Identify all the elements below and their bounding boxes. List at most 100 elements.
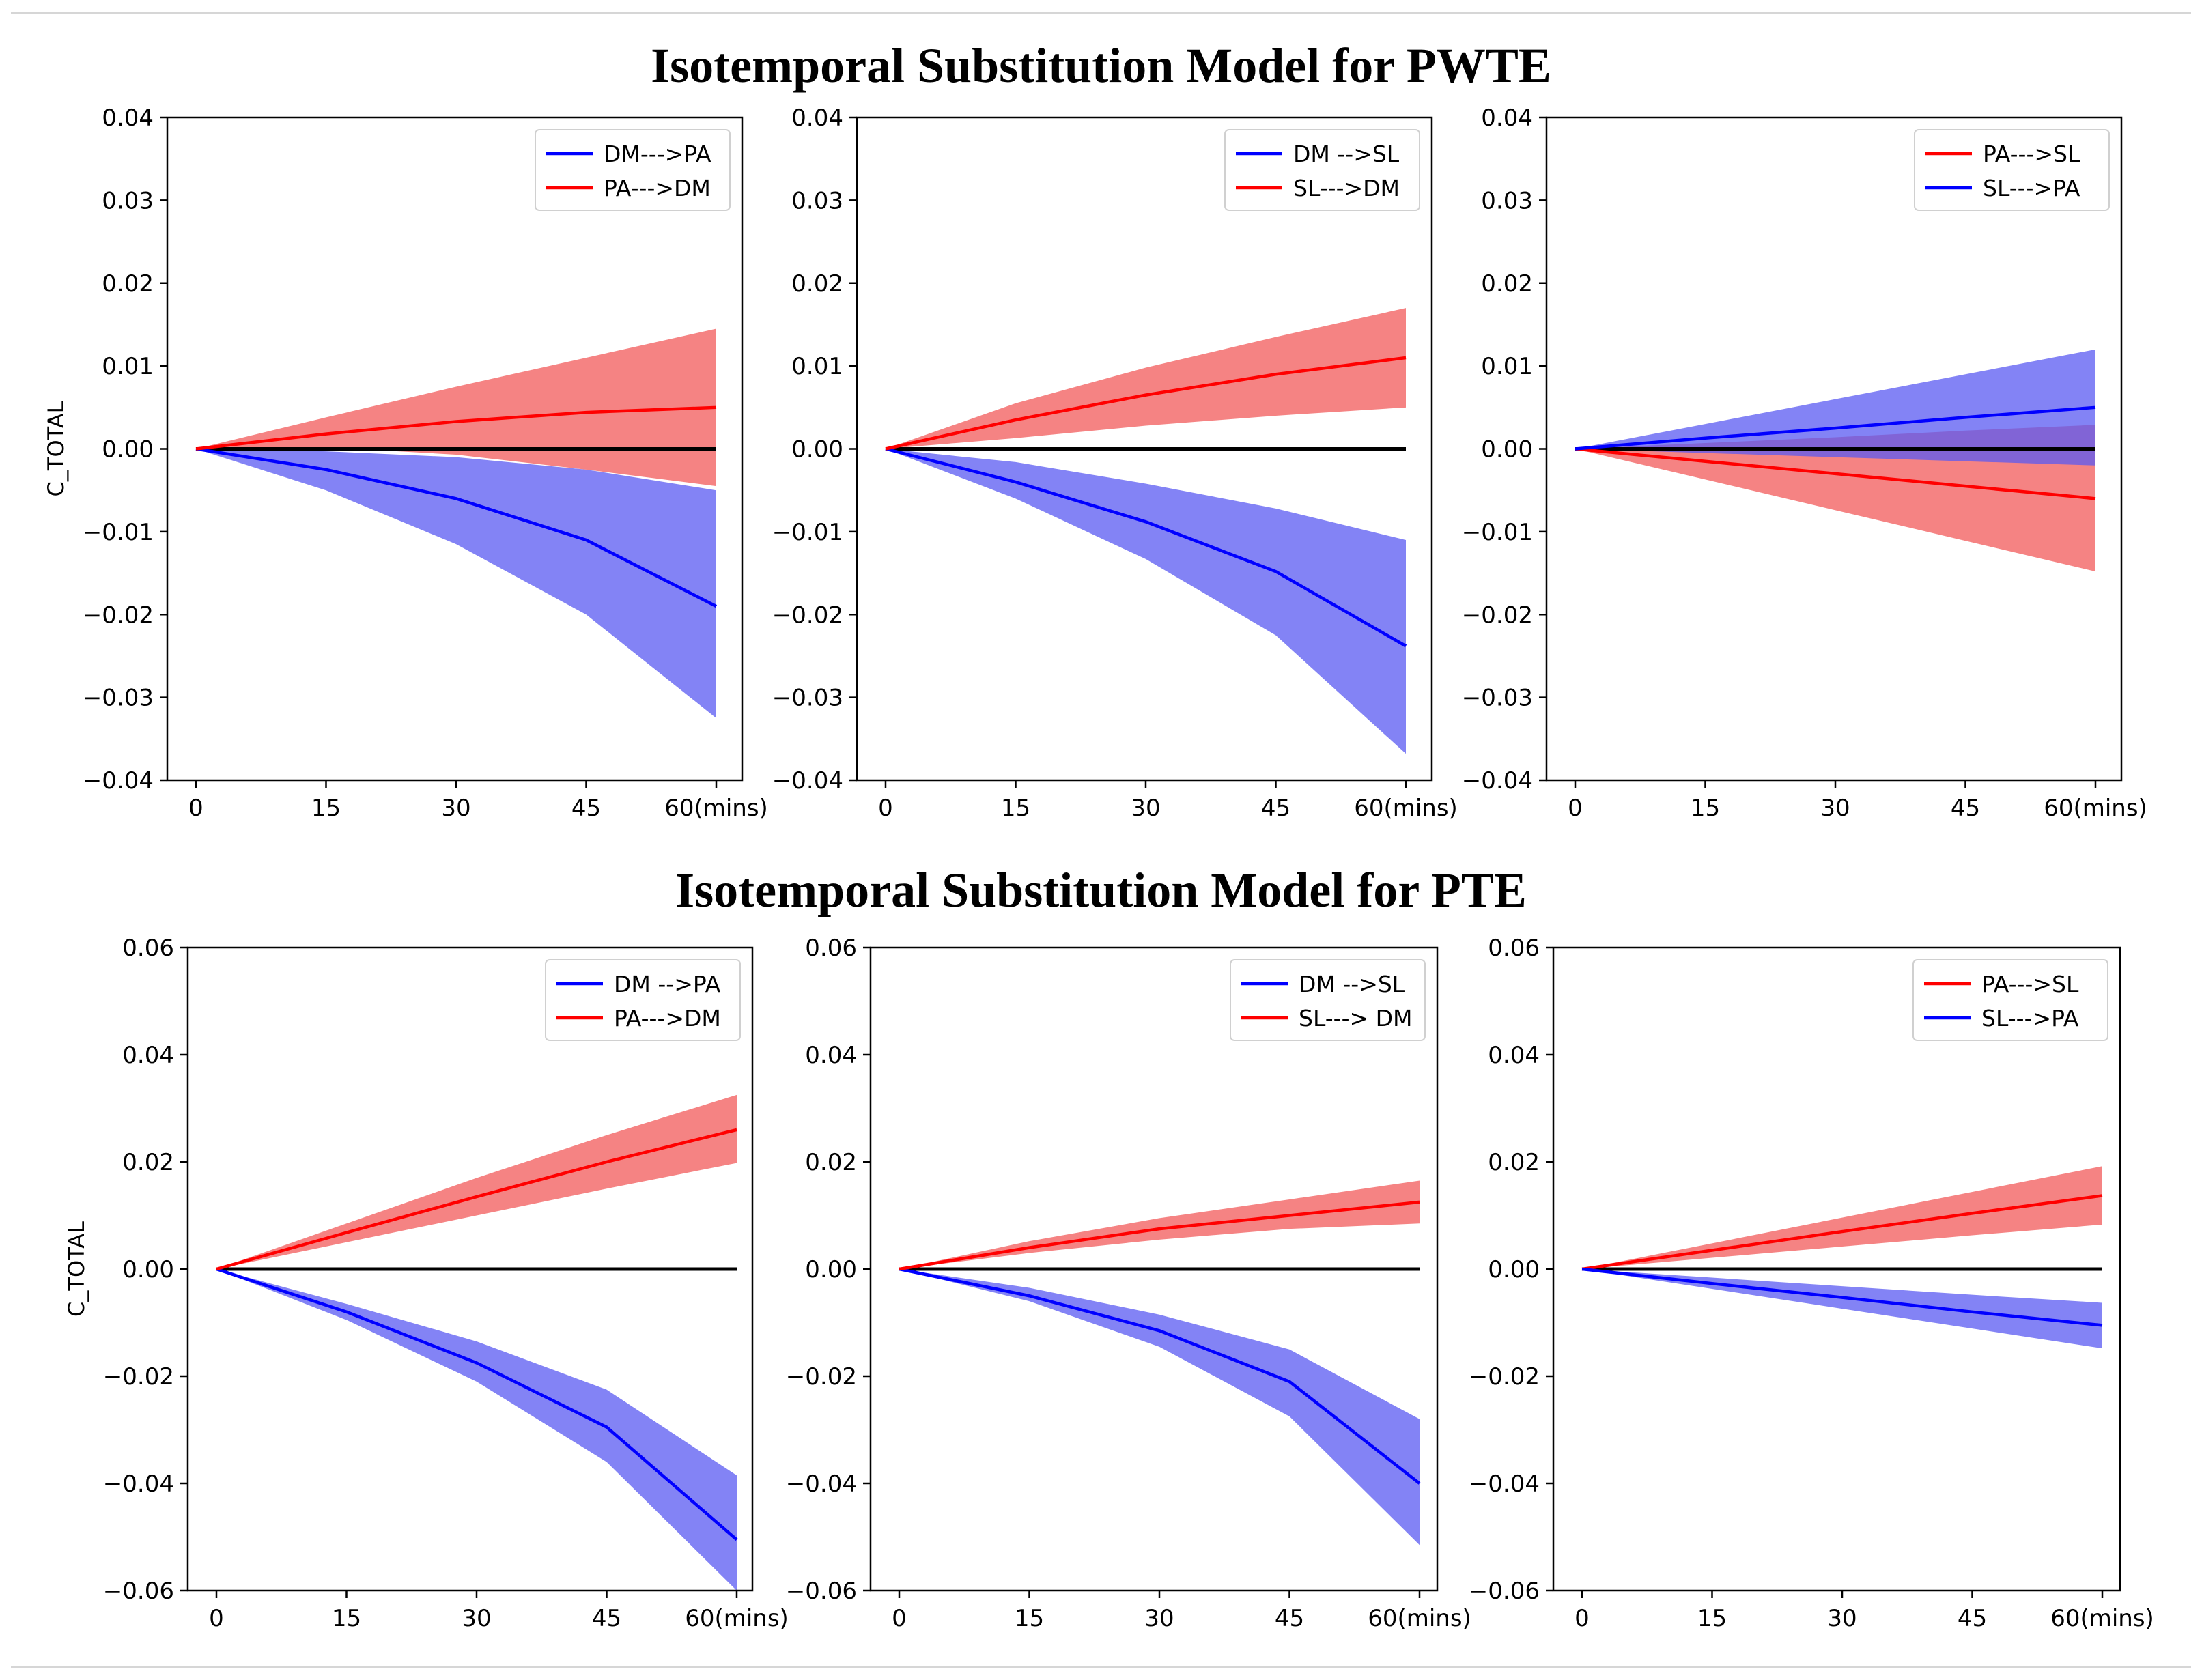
x-tick-label-4-4: 45 (592, 1605, 621, 1632)
x-tick-label-5-5: 60(mins) (1368, 1605, 1471, 1632)
series-line-1-2 (195, 405, 717, 451)
y-tick-label-4-3: 0.02 (122, 1149, 174, 1176)
x-tick-label-3-5: 60(mins) (2044, 795, 2147, 822)
x-tick-label-2-2: 15 (1001, 795, 1030, 822)
y-tick-label-2-8: −0.03 (772, 685, 843, 712)
band-4-2 (216, 1094, 737, 1269)
bottom-rule (11, 1666, 2191, 1668)
y-tick-label-3-1: 0.04 (1481, 104, 1533, 132)
y-tick-label-6-6: −0.04 (1469, 1470, 1540, 1498)
band-5-1 (899, 1269, 1420, 1546)
chart-panel-3: 0.04 0.03 0.02 0.01 0.00 −0.01 −0.02 −0.03 −0.04… (1462, 104, 2147, 822)
y-tick-label-2-9: −0.04 (772, 767, 843, 795)
y-tick-label-1-7: −0.02 (83, 601, 154, 629)
y-tick-label-5-6: −0.04 (786, 1470, 857, 1498)
x-tick-label-1-1: 0 (188, 795, 203, 822)
y-tick-label-3-5: 0.00 (1481, 436, 1533, 464)
band-3-2 (1575, 349, 2095, 466)
band-1-2 (196, 328, 716, 487)
x-tick-label-2-5: 60(mins) (1354, 795, 1458, 822)
y-tick-label-5-4: 0.00 (805, 1256, 857, 1283)
x-tick-label-1-2: 15 (311, 795, 341, 822)
y-tick-label-6-3: 0.02 (1488, 1149, 1540, 1176)
y-tick-label-1-1: 0.04 (102, 104, 154, 132)
y-tick-label-5-3: 0.02 (805, 1149, 857, 1176)
x-tick-label-2-4: 45 (1261, 795, 1290, 822)
legend-entry-3-1: PA--->SL (1983, 141, 2080, 167)
y-tick-label-5-7: −0.06 (786, 1578, 857, 1605)
y-tick-label-1-5: 0.00 (102, 436, 154, 464)
x-tick-label-2-1: 0 (878, 795, 893, 822)
legend-entry-1-2: PA--->DM (604, 175, 711, 201)
x-tick-label-4-5: 60(mins) (685, 1605, 789, 1632)
series-line-6-1 (1581, 1194, 2103, 1271)
chart-panel-5: 0.06 0.04 0.02 0.00 −0.02 −0.04 −0.06 0 15 30 45 60… (786, 935, 1471, 1632)
y-tick-label-3-9: −0.04 (1462, 767, 1533, 795)
y-tick-label-1-3: 0.02 (102, 270, 154, 298)
x-tick-label-3-2: 15 (1691, 795, 1720, 822)
series-line-2-2 (885, 356, 1407, 451)
y-tick-label-2-5: 0.00 (791, 436, 843, 464)
legend-entry-4-2: PA--->DM (614, 1005, 721, 1031)
legend-entry-1-1: DM--->PA (604, 141, 711, 167)
x-tick-label-3-4: 45 (1951, 795, 1980, 822)
legend-entry-3-2: SL--->PA (1983, 175, 2080, 201)
x-tick-label-1-5: 60(mins) (664, 795, 768, 822)
legend-box-1 (535, 129, 731, 211)
y-tick-label-4-2: 0.04 (122, 1042, 174, 1069)
y-axis-label-4: C_TOTAL (63, 1221, 89, 1317)
legend-entry-5-1: DM -->SL (1299, 971, 1405, 997)
x-tick-label-3-1: 0 (1568, 795, 1583, 822)
series-line-2-1 (885, 447, 1407, 648)
legend-entry-2-1: DM -->SL (1293, 141, 1400, 167)
band-2-2 (886, 308, 1406, 449)
series-line-5-2 (899, 1200, 1420, 1271)
y-tick-label-4-1: 0.06 (122, 935, 174, 962)
legend-box-2 (1224, 129, 1420, 211)
x-tick-label-4-1: 0 (209, 1605, 224, 1632)
title-top: Isotemporal Substitution Model for PWTE (651, 38, 1551, 93)
band-6-1 (1582, 1166, 2102, 1269)
y-tick-label-1-8: −0.03 (83, 685, 154, 712)
x-tick-label-5-4: 45 (1275, 1605, 1304, 1632)
legend-entry-4-1: DM -->PA (614, 971, 721, 997)
x-tick-label-2-3: 30 (1131, 795, 1160, 822)
y-tick-label-3-4: 0.01 (1481, 353, 1533, 380)
chart-panel-6: 0.06 0.04 0.02 0.00 −0.02 −0.04 −0.06 0 15 30 45 60… (1469, 935, 2154, 1632)
legend-entry-5-2: SL---> DM (1299, 1005, 1413, 1031)
y-tick-label-3-7: −0.02 (1462, 601, 1533, 629)
series-line-1-1 (195, 447, 718, 608)
y-tick-label-5-5: −0.02 (786, 1363, 857, 1391)
legend-entry-2-2: SL--->DM (1293, 175, 1400, 201)
x-tick-label-5-1: 0 (892, 1605, 907, 1632)
y-axis-label-1: C_TOTAL (43, 401, 69, 496)
x-tick-label-6-4: 45 (1958, 1605, 1987, 1632)
y-tick-label-2-3: 0.02 (791, 270, 843, 298)
legend-box-4 (545, 959, 741, 1041)
legend-box-6 (1912, 959, 2108, 1041)
series-line-5-1 (899, 1267, 1421, 1485)
x-tick-label-5-3: 30 (1144, 1605, 1174, 1632)
x-tick-label-4-2: 15 (332, 1605, 361, 1632)
y-tick-label-6-2: 0.04 (1488, 1042, 1540, 1069)
legend-box-3 (1914, 129, 2110, 211)
y-tick-label-1-9: −0.04 (83, 767, 154, 795)
y-tick-label-5-2: 0.04 (805, 1042, 857, 1069)
y-tick-label-1-4: 0.01 (102, 353, 154, 380)
chart-panel-4: 0.06 0.04 0.02 0.00 −0.02 −0.04 −0.06 0 15 30 45 60… (63, 935, 789, 1632)
y-tick-label-4-5: −0.02 (103, 1363, 174, 1391)
y-tick-label-2-4: 0.01 (791, 353, 843, 380)
series-line-4-1 (216, 1267, 738, 1541)
x-tick-label-3-3: 30 (1820, 795, 1850, 822)
y-tick-label-3-2: 0.03 (1481, 187, 1533, 214)
x-tick-label-6-5: 60(mins) (2050, 1605, 2154, 1632)
y-tick-label-2-1: 0.04 (791, 104, 843, 132)
y-tick-label-2-2: 0.03 (791, 187, 843, 214)
x-tick-label-6-2: 15 (1697, 1605, 1727, 1632)
y-tick-label-3-3: 0.02 (1481, 270, 1533, 298)
y-tick-label-4-4: 0.00 (122, 1256, 174, 1283)
band-1-1 (196, 449, 716, 718)
series-line-3-1 (1575, 447, 2096, 500)
x-tick-label-4-3: 30 (462, 1605, 491, 1632)
y-tick-label-1-2: 0.03 (102, 187, 154, 214)
